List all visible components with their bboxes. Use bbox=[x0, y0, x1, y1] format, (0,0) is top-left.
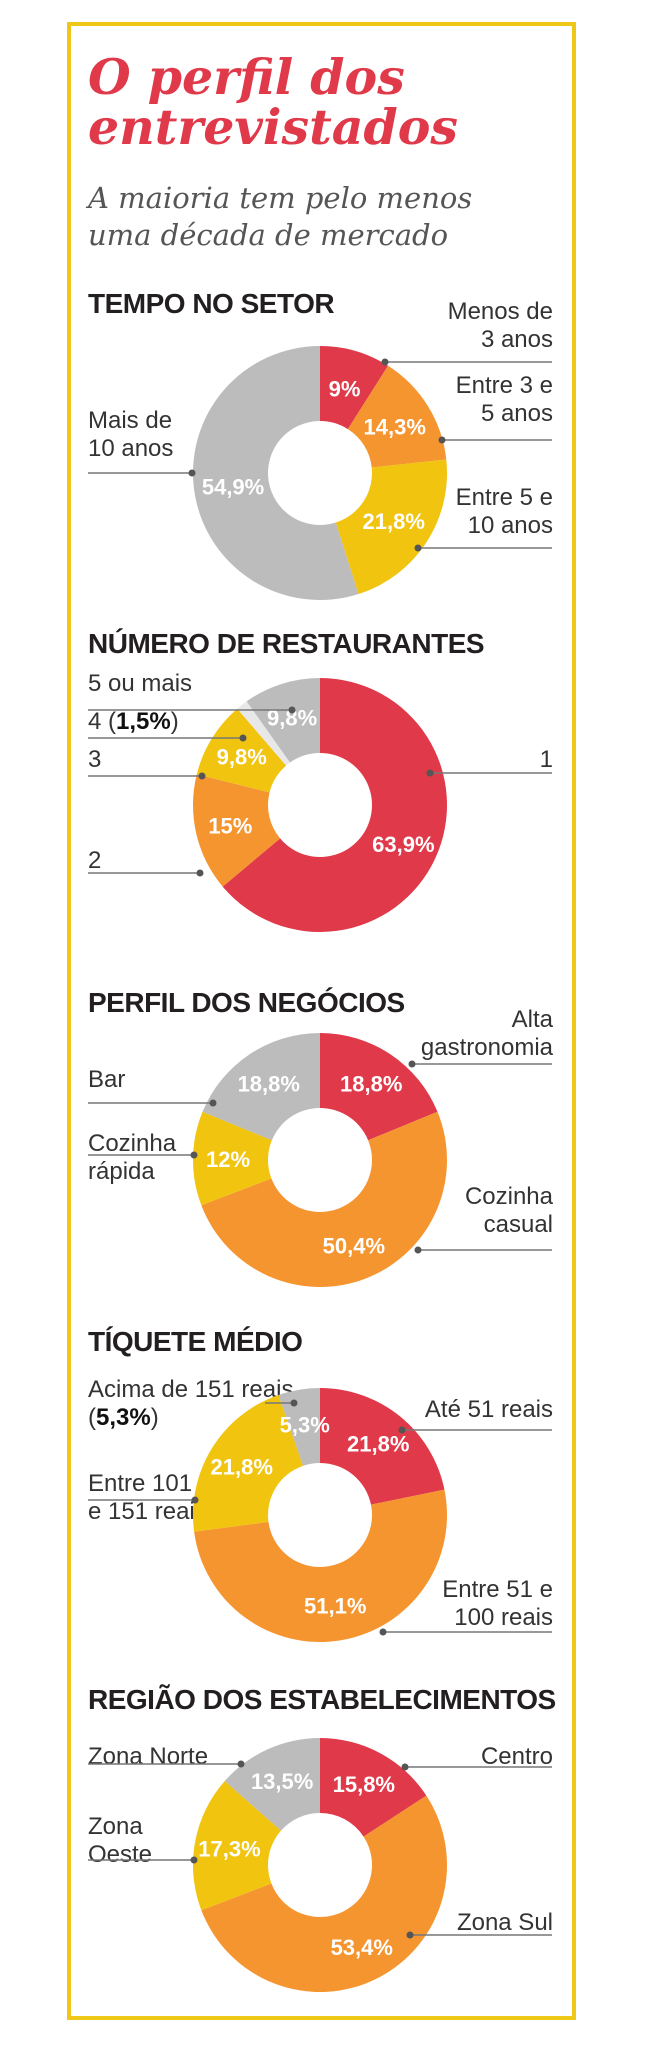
chart-0-slice-0 bbox=[320, 346, 389, 430]
chart-3-slice-3 bbox=[278, 1388, 320, 1466]
title-line-2: entrevistados bbox=[88, 98, 459, 156]
label-4-value: 1,5% bbox=[116, 708, 171, 735]
label-1: 1 bbox=[539, 746, 553, 773]
label-zona-oeste: Zona Oeste bbox=[88, 1813, 153, 1868]
chart-0-slice-1 bbox=[347, 365, 447, 468]
section-title-regiao: REGIÃO DOS ESTABELECIMENTOS bbox=[88, 1684, 556, 1715]
chart-1-slice-0 bbox=[222, 678, 447, 932]
label-acima-suffix: ) bbox=[150, 1404, 159, 1431]
label-acima-prefix: ( bbox=[88, 1404, 96, 1431]
chart-1-value-label-2: 9,8% bbox=[217, 745, 267, 770]
chart-1-value-label-0: 63,9% bbox=[372, 832, 434, 857]
chart-4-value-label-0: 15,8% bbox=[333, 1772, 395, 1797]
chart-2-leader-dot-2 bbox=[190, 1151, 198, 1159]
chart-1-slice-4 bbox=[246, 678, 320, 763]
label-4-prefix: 4 ( bbox=[88, 708, 117, 735]
chart-3-slice-2 bbox=[192, 1394, 304, 1532]
label-zona-norte: Zona Norte bbox=[88, 1743, 209, 1770]
label-5-ou-mais: 5 ou mais bbox=[88, 670, 193, 697]
label-cozinha-rapida: Cozinha rápida bbox=[88, 1130, 177, 1185]
chart-4-leader-dot-1 bbox=[406, 1931, 414, 1939]
label-centro: Centro bbox=[480, 1743, 553, 1770]
subtitle: A maioria tem pelo menos uma década de m… bbox=[88, 180, 568, 254]
chart-1-leader-dot-4 bbox=[288, 706, 296, 714]
chart-1-slice-3 bbox=[237, 701, 290, 766]
chart-0-leader-dot-0 bbox=[381, 358, 389, 366]
chart-1-value-label-1: 15% bbox=[208, 814, 252, 839]
chart-2-value-label-0: 18,8% bbox=[340, 1072, 402, 1097]
chart-1-leader-dot-0 bbox=[426, 769, 434, 777]
chart-3-leader-dot-1 bbox=[379, 1628, 387, 1636]
main-title: O perfil dos entrevistados bbox=[88, 52, 568, 152]
chart-4-slice-0 bbox=[320, 1738, 427, 1837]
chart-1-leader-dot-1 bbox=[196, 869, 204, 877]
chart-0-leader-dot-1 bbox=[438, 436, 446, 444]
label-2: 2 bbox=[88, 847, 102, 874]
chart-4-slice-3 bbox=[224, 1738, 320, 1831]
chart-1-slice-2 bbox=[196, 708, 287, 793]
chart-3-value-label-1: 51,1% bbox=[304, 1594, 366, 1619]
yellow-frame bbox=[67, 22, 576, 2020]
label-4: 4 (1,5%) bbox=[88, 708, 179, 736]
title-line-1: O perfil dos bbox=[88, 48, 405, 106]
chart-0-value-label-0: 9% bbox=[329, 376, 361, 401]
chart-3-value-label-0: 21,8% bbox=[347, 1432, 409, 1457]
chart-2-slice-0 bbox=[320, 1033, 438, 1141]
label-3: 3 bbox=[88, 746, 102, 773]
chart-0-slice-2 bbox=[335, 459, 447, 595]
chart-1-slice-1 bbox=[193, 774, 281, 887]
label-zona-sul: Zona Sul bbox=[456, 1909, 553, 1936]
chart-4-leader-dot-2 bbox=[190, 1856, 198, 1864]
chart-3-leader-dot-3 bbox=[290, 1399, 298, 1407]
label-ate-51-reais: Até 51 reais bbox=[424, 1396, 553, 1423]
chart-4-leader-dot-0 bbox=[401, 1763, 409, 1771]
chart-2-slice-1 bbox=[201, 1111, 448, 1288]
chart-2-leader-dot-1 bbox=[414, 1246, 422, 1254]
subtitle-line-2: uma década de mercado bbox=[88, 218, 449, 252]
label-entre-51-e-100: Entre 51 e 100 reais bbox=[442, 1576, 553, 1631]
chart-1-leader-dot-3 bbox=[239, 734, 247, 742]
label-acima-value: 5,3% bbox=[96, 1404, 151, 1431]
section-title-tempo: TEMPO NO SETOR bbox=[88, 288, 335, 319]
section-title-negocios: PERFIL DOS NEGÓCIOS bbox=[88, 987, 405, 1018]
label-bar: Bar bbox=[88, 1066, 126, 1093]
chart-2-value-label-1: 50,4% bbox=[323, 1234, 385, 1259]
chart-4-value-label-3: 13,5% bbox=[251, 1769, 313, 1794]
chart-3-leader-dot-0 bbox=[398, 1426, 406, 1434]
chart-3-leader-dot-2 bbox=[191, 1496, 199, 1504]
chart-0-slice-3 bbox=[192, 346, 359, 600]
label-cozinha-casual: Cozinha casual bbox=[464, 1183, 553, 1238]
chart-2-leader-dot-3 bbox=[209, 1099, 217, 1107]
label-4-suffix: ) bbox=[170, 708, 179, 735]
chart-2-slice-3 bbox=[202, 1033, 320, 1141]
chart-4-slice-1 bbox=[201, 1795, 447, 1992]
label-entre-5-e-10-anos: Entre 5 e 10 anos bbox=[455, 484, 553, 539]
chart-3-value-label-2: 21,8% bbox=[211, 1455, 273, 1480]
label-menos-de-3-anos: Menos de 3 anos bbox=[447, 298, 553, 353]
label-entre-3-e-5-anos: Entre 3 e 5 anos bbox=[455, 372, 553, 427]
chart-4-leader-dot-3 bbox=[237, 1760, 245, 1768]
chart-0-leader-dot-3 bbox=[188, 469, 196, 477]
chart-2-slice-2 bbox=[193, 1111, 272, 1206]
subtitle-line-1: A maioria tem pelo menos bbox=[88, 181, 473, 215]
chart-3-value-label-3: 5,3% bbox=[280, 1412, 330, 1437]
chart-4-value-label-2: 17,3% bbox=[198, 1837, 260, 1862]
section-title-tiquete: TÍQUETE MÉDIO bbox=[88, 1326, 303, 1357]
chart-3-slice-0 bbox=[320, 1388, 445, 1505]
chart-0-leader-dot-2 bbox=[414, 544, 422, 552]
chart-4-value-label-1: 53,4% bbox=[331, 1935, 393, 1960]
chart-3-slice-1 bbox=[194, 1489, 447, 1642]
label-alta-gastronomia: Alta gastronomia bbox=[420, 1006, 553, 1061]
chart-0-value-label-3: 54,9% bbox=[202, 474, 264, 499]
section-title-restaurantes: NÚMERO DE RESTAURANTES bbox=[88, 628, 485, 659]
label-mais-de-10-anos: Mais de 10 anos bbox=[88, 407, 174, 462]
chart-2-leader-dot-0 bbox=[408, 1060, 416, 1068]
chart-0-value-label-1: 14,3% bbox=[364, 415, 426, 440]
chart-4-slice-2 bbox=[192, 1781, 281, 1911]
chart-1-leader-dot-2 bbox=[198, 772, 206, 780]
chart-2-value-label-3: 18,8% bbox=[238, 1072, 300, 1097]
chart-0-value-label-2: 21,8% bbox=[363, 509, 425, 534]
chart-2-value-label-2: 12% bbox=[206, 1147, 250, 1172]
